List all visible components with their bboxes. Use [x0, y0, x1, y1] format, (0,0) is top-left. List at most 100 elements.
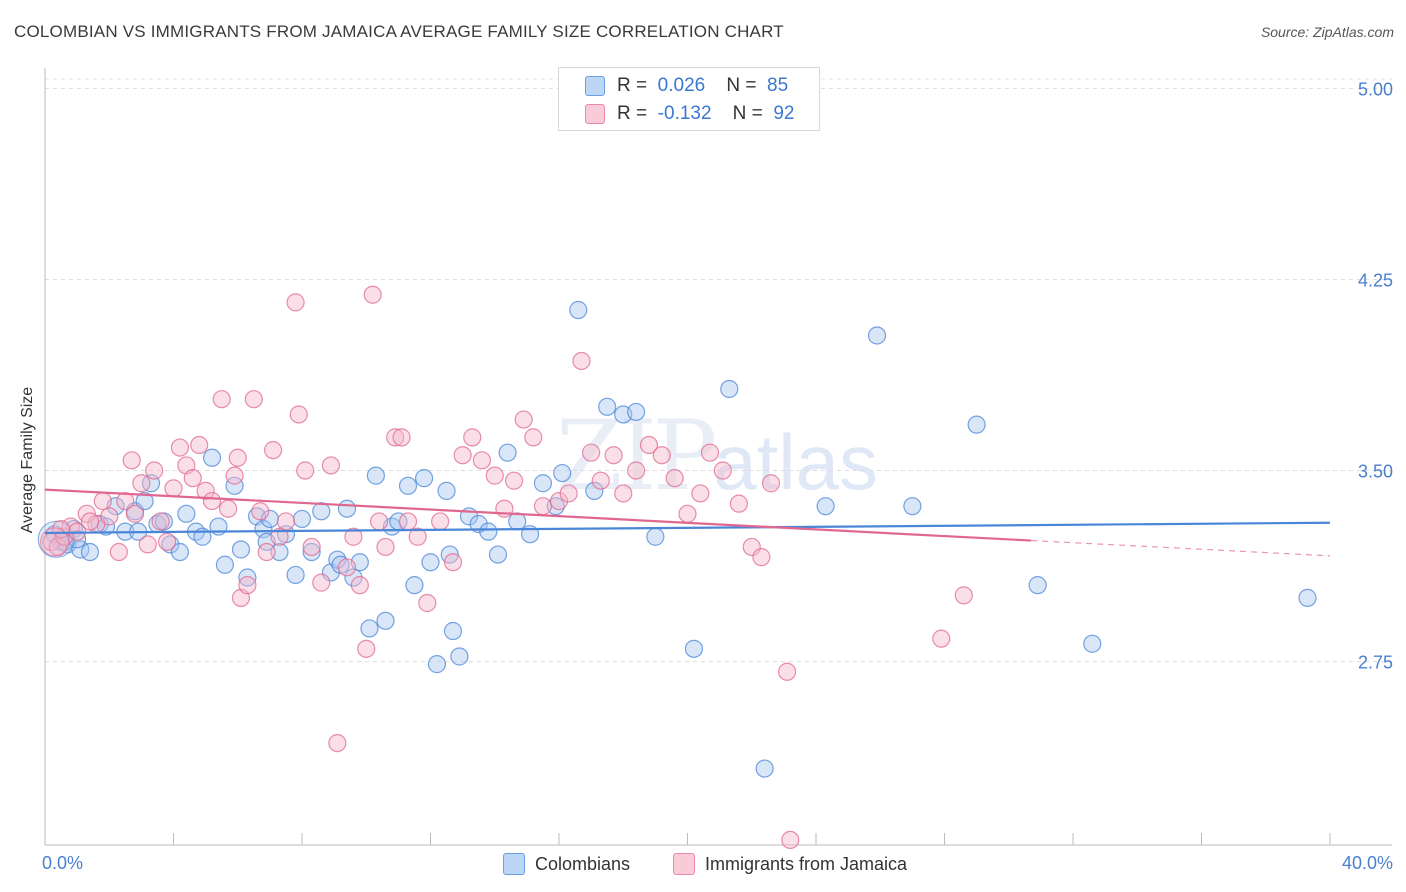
point-colombians-73 [967, 415, 986, 434]
point-colombians-74 [1028, 576, 1047, 595]
y-tick-label-3: 5.00 [1358, 79, 1393, 99]
point-jamaica-17 [164, 479, 183, 498]
point-jamaica-63 [524, 428, 543, 447]
bottom-legend-jamaica: Immigrants from Jamaica [673, 852, 907, 876]
point-jamaica-45 [357, 639, 376, 658]
point-colombians-68 [720, 379, 739, 399]
point-colombians-33 [312, 502, 331, 521]
y-tick-label-0: 2.75 [1358, 653, 1393, 673]
point-jamaica-14 [145, 461, 164, 480]
point-colombians-48 [427, 655, 447, 674]
point-jamaica-75 [665, 469, 684, 488]
source-label: Source: ZipAtlas.com [1260, 24, 1394, 40]
point-colombians-39 [360, 619, 379, 638]
y-tick-label-1: 3.50 [1358, 462, 1393, 482]
legend-r-value: 0.026 [657, 75, 706, 96]
bottom-legend-label-colombians: Colombians [535, 853, 631, 874]
point-jamaica-41 [328, 733, 347, 753]
point-jamaica-21 [190, 435, 209, 455]
point-jamaica-26 [225, 466, 244, 485]
point-colombians-21 [215, 555, 234, 574]
bottom-legend-label-jamaica: Immigrants from Jamaica [705, 853, 908, 874]
y-tick-labels: 2.75 3.50 4.25 5.00 [1358, 79, 1393, 672]
point-colombians-53 [469, 514, 488, 534]
legend-text-colombians: R = 0.026 N = 85 [617, 75, 788, 97]
point-colombians-67 [684, 639, 704, 658]
point-cluster-jamaica [40, 527, 70, 557]
point-jamaica-83 [761, 474, 781, 493]
point-colombians-19 [202, 448, 222, 467]
legend-n-label: N = [726, 75, 757, 96]
point-colombians-56 [498, 443, 517, 462]
point-jamaica-57 [463, 428, 482, 447]
point-colombians-41 [376, 611, 395, 630]
point-colombians-30 [286, 565, 305, 585]
point-jamaica-67 [572, 351, 591, 371]
point-colombians-60 [553, 463, 572, 483]
legend-r-value: -0.132 [657, 103, 712, 124]
point-jamaica-51 [398, 512, 418, 531]
point-colombians-40 [366, 466, 385, 485]
point-jamaica-16 [157, 532, 177, 551]
point-colombians-47 [421, 553, 440, 572]
trend-lines [44, 488, 1331, 557]
point-jamaica-50 [392, 428, 411, 447]
point-colombians-44 [398, 476, 418, 495]
point-colombians-50 [443, 621, 463, 641]
point-colombians-76 [1298, 588, 1317, 607]
point-colombians-36 [337, 499, 357, 518]
legend-n-value: 85 [767, 75, 789, 96]
point-jamaica-68 [582, 443, 601, 462]
point-jamaica-74 [652, 446, 671, 465]
point-jamaica-85 [932, 629, 951, 648]
point-colombians-32 [302, 542, 321, 562]
point-jamaica-77 [691, 484, 710, 503]
point-jamaica-73 [639, 435, 659, 455]
point-jamaica-80 [729, 494, 749, 513]
point-colombians-83 [546, 497, 565, 516]
point-jamaica-71 [614, 484, 633, 503]
point-colombians-65 [626, 402, 646, 422]
point-jamaica-8 [100, 507, 119, 526]
point-jamaica-12 [132, 474, 151, 493]
bottom-legend-swatch-colombians [503, 853, 525, 875]
point-colombians-45 [405, 576, 424, 595]
point-jamaica-32 [263, 441, 283, 460]
x-tick-labels: 0.0% 40.0% [42, 853, 1393, 873]
point-colombians-66 [646, 527, 665, 546]
point-colombians-63 [598, 397, 617, 416]
point-jamaica-28 [238, 576, 257, 595]
point-jamaica-37 [296, 461, 315, 480]
point-jamaica-64 [533, 497, 553, 516]
point-colombians-23 [231, 540, 251, 559]
point-jamaica-58 [472, 451, 491, 470]
point-colombians-11 [135, 491, 154, 511]
point-jamaica-35 [286, 293, 305, 312]
point-jamaica-39 [312, 573, 331, 592]
x-tick-label-min: 0.0% [42, 853, 83, 873]
point-jamaica-33 [270, 527, 289, 546]
point-jamaica-38 [302, 537, 321, 557]
point-jamaica-15 [151, 512, 170, 531]
trend-line-jamaica [44, 488, 1032, 542]
point-jamaica-30 [251, 502, 270, 521]
point-jamaica-86 [954, 586, 973, 605]
point-jamaica-47 [370, 512, 389, 531]
point-jamaica-55 [443, 553, 463, 572]
point-jamaica-88 [228, 448, 247, 467]
legend-text-jamaica: R = -0.132 N = 92 [617, 103, 794, 125]
point-colombians-37 [344, 568, 363, 587]
point-jamaica-65 [549, 491, 569, 511]
point-colombians-75 [1083, 634, 1102, 653]
point-jamaica-25 [219, 499, 238, 518]
point-colombians-61 [569, 300, 588, 320]
point-colombians-54 [479, 522, 498, 541]
point-jamaica-54 [431, 512, 450, 531]
point-colombians-46 [414, 469, 434, 488]
point-colombians-24 [238, 568, 257, 587]
x-tick-label-max: 40.0% [1342, 853, 1393, 873]
point-jamaica-79 [713, 461, 732, 480]
point-jamaica-20 [183, 469, 202, 488]
point-jamaica-76 [678, 504, 697, 523]
point-jamaica-42 [337, 558, 357, 577]
